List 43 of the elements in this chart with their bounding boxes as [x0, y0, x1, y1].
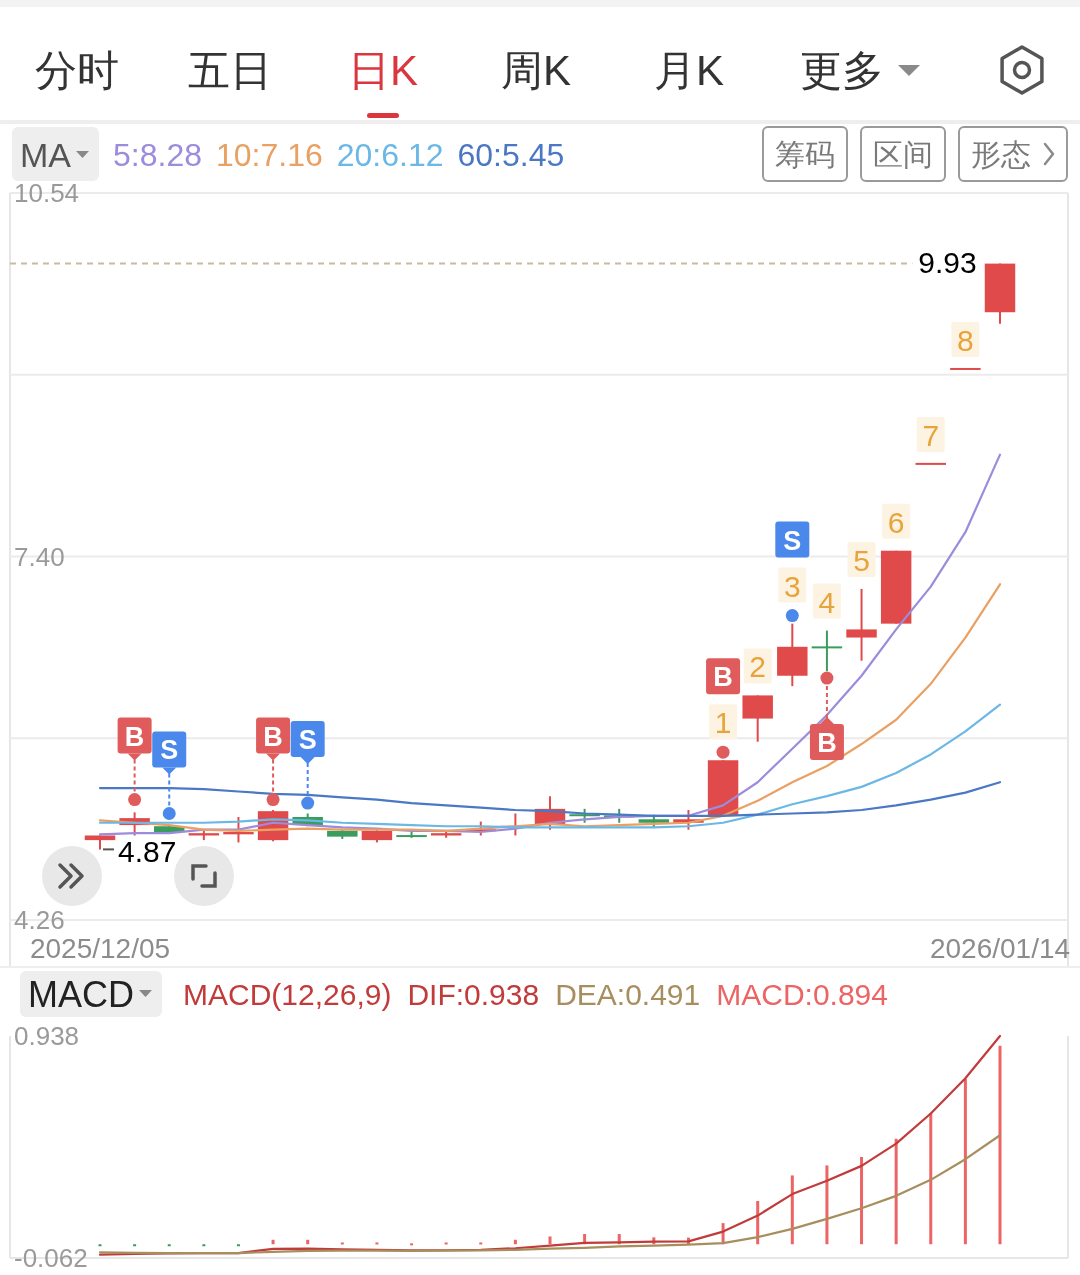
- data-label: S: [298, 725, 317, 756]
- text: 3: [783, 569, 801, 603]
- text: 形态: [971, 137, 1031, 171]
- y-tick-label: 4.26: [14, 905, 65, 935]
- chart-title: MA: [20, 136, 72, 174]
- text: 4: [818, 585, 836, 619]
- text: 2: [749, 649, 767, 683]
- text: MACD:0.894: [716, 977, 888, 1011]
- text: 五日: [188, 46, 272, 94]
- ref-line-label: 9.93: [918, 245, 977, 279]
- text: 分时: [35, 46, 119, 94]
- text: 7: [922, 418, 940, 452]
- text: 60:5.45: [457, 137, 565, 173]
- data-label: B: [713, 662, 733, 693]
- text: 6: [887, 505, 905, 539]
- data-label: S: [160, 735, 179, 766]
- x-tick-label: 2026/01/14: [929, 932, 1071, 964]
- annotation: 4.87: [118, 834, 177, 868]
- data-label: S: [783, 525, 802, 556]
- y-tick-label: 10.54: [14, 178, 80, 208]
- text: 20:6.12: [336, 137, 444, 173]
- y-tick-label: 7.40: [14, 541, 65, 572]
- x-tick-label: 2025/12/05: [29, 932, 171, 964]
- chart-subtitle: MACD(12,26,9): [183, 977, 392, 1011]
- data-label: B: [817, 728, 837, 759]
- y-tick-label: -0.062: [14, 1243, 88, 1273]
- text: 区间: [873, 137, 933, 171]
- text: 周K: [500, 46, 572, 94]
- text: 10:7.16: [215, 137, 323, 173]
- chart-title: MACD: [28, 973, 134, 1015]
- text: 日K: [347, 46, 419, 94]
- y-tick-label: 0.938: [14, 1021, 80, 1051]
- text: DIF:0.938: [407, 977, 540, 1011]
- text: DEA:0.491: [555, 977, 701, 1011]
- text: 5: [853, 543, 870, 577]
- text: 8: [957, 323, 974, 357]
- text: 筹码: [775, 137, 835, 171]
- text: 5:8.28: [113, 137, 202, 173]
- data-label: B: [124, 721, 145, 752]
- text: 1: [714, 705, 732, 739]
- data-label: B: [263, 721, 283, 752]
- text: 更多: [800, 46, 884, 94]
- text: 月K: [653, 46, 725, 94]
